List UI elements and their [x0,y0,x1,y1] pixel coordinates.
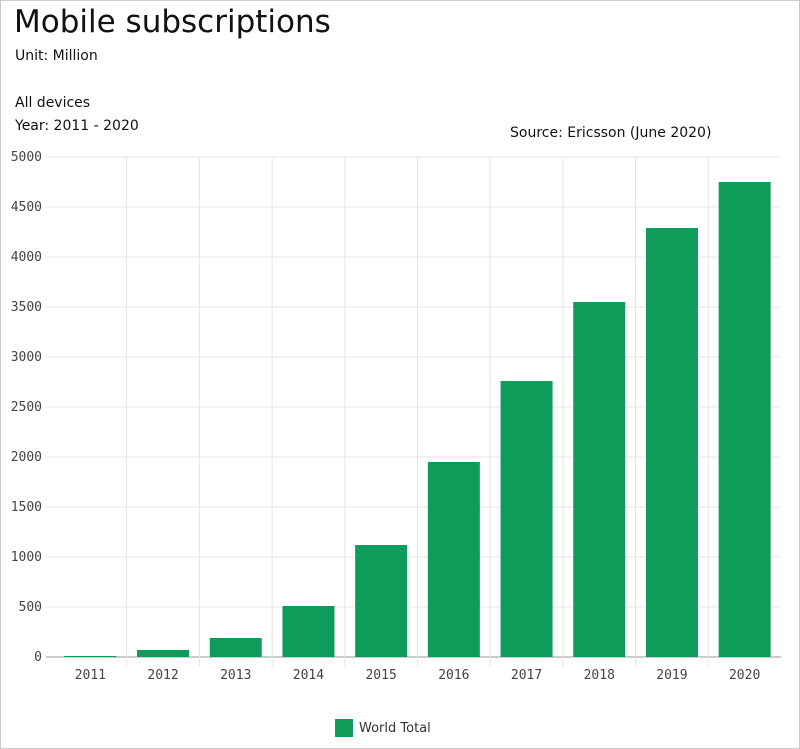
y-tick-label: 1500 [11,500,42,515]
y-tick-label: 2000 [11,450,42,465]
x-tick-label: 2014 [293,668,324,683]
x-tick-label: 2020 [729,668,760,683]
y-tick-label: 3000 [11,350,42,365]
bar-2016 [427,462,480,657]
bar-2014 [282,606,335,657]
bar-2012 [137,650,190,657]
y-tick-label: 3500 [11,300,42,315]
bar-2013 [209,638,262,657]
y-tick-label: 1000 [11,550,42,565]
x-tick-label: 2019 [656,668,687,683]
legend-swatch [335,719,353,737]
y-tick-label: 4000 [11,250,42,265]
x-tick-label: 2015 [365,668,396,683]
x-tick-label: 2016 [438,668,469,683]
devices-label: All devices [15,95,91,111]
legend-label: World Total [359,720,431,736]
y-tick-label: 0 [34,650,42,665]
bar-2020 [718,182,771,657]
source-label: Source: Ericsson (June 2020) [510,125,712,141]
x-tick-label: 2013 [220,668,251,683]
bar-2011 [64,656,117,657]
x-tick-label: 2017 [511,668,542,683]
chart-title: Mobile subscriptions [14,4,331,40]
bar-2017 [500,381,553,657]
x-tick-label: 2012 [147,668,178,683]
bar-2015 [355,545,408,657]
bar-2019 [645,228,698,657]
y-tick-label: 2500 [11,400,42,415]
y-tick-label: 5000 [11,150,42,165]
y-tick-label: 500 [19,600,42,615]
y-tick-label: 4500 [11,200,42,215]
bar-2018 [573,302,626,657]
legend[interactable]: World Total [335,719,431,737]
unit-label: Unit: Million [15,48,98,64]
x-tick-label: 2018 [584,668,615,683]
years-label: Year: 2011 - 2020 [15,118,139,134]
x-tick-label: 2011 [75,668,106,683]
